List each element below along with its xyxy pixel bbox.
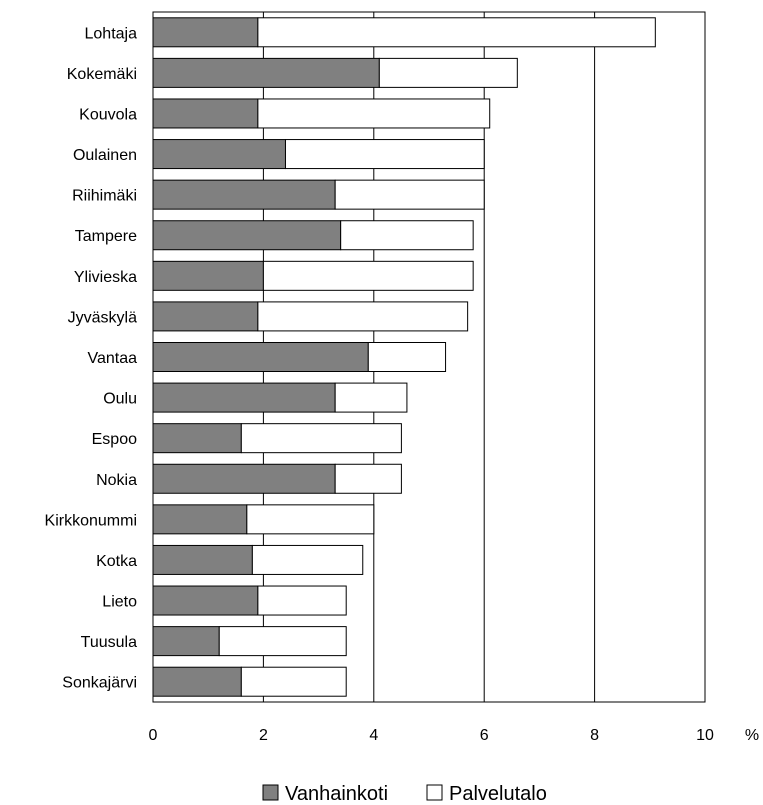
category-label: Vantaa xyxy=(87,350,137,367)
category-label: Ylivieska xyxy=(74,269,137,286)
legend-label-palvelutalo: Palvelutalo xyxy=(449,783,547,805)
category-label: Nokia xyxy=(96,472,137,489)
bar-palvelutalo-1 xyxy=(378,57,518,88)
bar-vanhainkoti-16 xyxy=(152,666,242,697)
bar-palvelutalo-10 xyxy=(240,423,402,454)
category-label: Tuusula xyxy=(81,634,137,651)
category-label: Oulainen xyxy=(73,147,137,164)
x-tick-label: 10 xyxy=(696,727,714,744)
category-label: Espoo xyxy=(92,431,137,448)
bar-palvelutalo-5 xyxy=(340,220,474,251)
bar-vanhainkoti-5 xyxy=(152,220,342,251)
category-label: Kotka xyxy=(96,553,137,570)
bar-vanhainkoti-3 xyxy=(152,139,286,170)
category-label: Kirkkonummi xyxy=(45,512,137,529)
x-tick-label: 8 xyxy=(590,727,599,744)
bar-vanhainkoti-4 xyxy=(152,179,336,210)
category-label: Lieto xyxy=(102,594,137,611)
legend-swatch-vanhainkoti xyxy=(262,784,279,801)
bar-palvelutalo-8 xyxy=(367,342,447,372)
category-label: Kouvola xyxy=(79,106,137,123)
bar-vanhainkoti-9 xyxy=(152,382,336,413)
bar-vanhainkoti-0 xyxy=(152,17,259,48)
category-label: Sonkajärvi xyxy=(62,675,137,692)
x-tick-label: 0 xyxy=(149,727,158,744)
bar-vanhainkoti-1 xyxy=(152,57,380,88)
bar-palvelutalo-6 xyxy=(262,260,474,291)
bar-vanhainkoti-11 xyxy=(152,463,336,494)
bar-palvelutalo-15 xyxy=(218,626,347,657)
bar-palvelutalo-12 xyxy=(246,504,375,535)
bar-vanhainkoti-15 xyxy=(152,626,220,657)
bar-palvelutalo-7 xyxy=(257,301,469,332)
category-label: Lohtaja xyxy=(85,25,138,42)
x-tick-label: 2 xyxy=(259,727,268,744)
category-label: Jyväskylä xyxy=(68,309,137,326)
bar-vanhainkoti-13 xyxy=(152,544,253,575)
category-label: Tampere xyxy=(75,228,137,245)
bar-vanhainkoti-8 xyxy=(152,342,369,372)
x-tick-label: 6 xyxy=(480,727,489,744)
bar-palvelutalo-4 xyxy=(334,179,485,210)
category-labels: Lohtaja Kokemäki Kouvola Oulainen Riihimäki T… xyxy=(45,25,138,691)
bar-palvelutalo-13 xyxy=(251,544,364,575)
legend-label-vanhainkoti: Vanhainkoti xyxy=(285,783,388,805)
bar-vanhainkoti-2 xyxy=(152,98,259,129)
bar-vanhainkoti-12 xyxy=(152,504,248,535)
legend: Vanhainkoti Palvelutalo xyxy=(262,783,547,805)
plot-frame xyxy=(152,11,706,703)
bar-palvelutalo-14 xyxy=(257,585,347,616)
bar-palvelutalo-2 xyxy=(257,98,491,129)
bar-palvelutalo-0 xyxy=(257,17,656,48)
bar-vanhainkoti-14 xyxy=(152,585,259,616)
bar-palvelutalo-3 xyxy=(284,139,485,170)
bar-vanhainkoti-6 xyxy=(152,260,264,291)
category-label: Riihimäki xyxy=(72,188,137,205)
bar-palvelutalo-11 xyxy=(334,463,402,494)
bar-palvelutalo-16 xyxy=(240,666,347,697)
bar-vanhainkoti-10 xyxy=(152,423,242,454)
x-axis-unit: % xyxy=(745,727,759,744)
category-label: Kokemäki xyxy=(67,66,137,83)
category-label: Oulu xyxy=(103,391,137,408)
bar-palvelutalo-9 xyxy=(334,382,408,413)
bars xyxy=(152,17,656,697)
x-tick-labels: 0 2 4 6 8 10 xyxy=(149,727,714,744)
bar-vanhainkoti-7 xyxy=(152,301,259,332)
legend-swatch-palvelutalo xyxy=(426,784,443,801)
x-tick-label: 4 xyxy=(369,727,378,744)
